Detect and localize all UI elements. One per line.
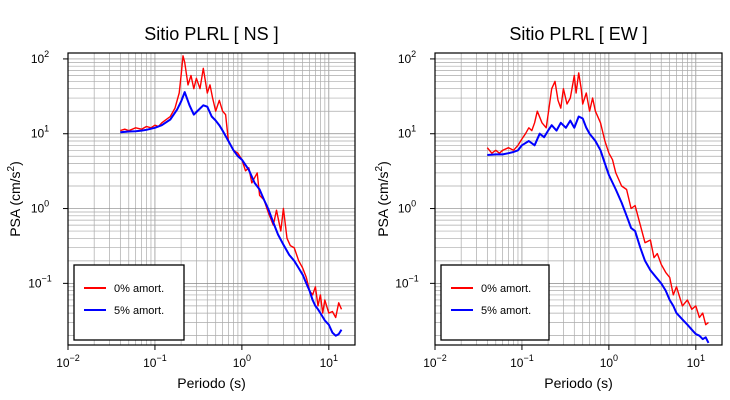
x-tick-label: 10−1 [510,353,534,370]
x-tick-label: 10−2 [56,353,80,370]
series-line-damped [120,91,343,337]
legend-box [440,264,550,341]
chart-title: Sitio PLRL [ EW ] [509,24,647,44]
legend-box [73,264,185,341]
legend: 0% amort. 5% amort. [440,264,550,341]
x-tick-label: 10−1 [143,353,167,370]
plot-frame [434,52,723,346]
x-axis-label: Periodo (s) [544,375,612,391]
x-tick-label: 100 [600,353,618,370]
legend: 0% amort. 5% amort. [73,264,185,341]
chart-panel-2: Sitio PLRL [ EW ] 10−2 10−1 100 101 10−1 100 10… [374,24,723,391]
x-tick-label: 101 [320,353,338,370]
y-tick-label: 100 [398,199,416,216]
series-line-undamped [486,72,709,326]
x-axis-label: Periodo (s) [177,375,245,391]
x-tick-label: 101 [687,353,705,370]
legend-label: 5% amort. [114,305,164,317]
y-tick-label: 102 [31,49,49,66]
y-tick-label: 101 [31,124,49,141]
x-tick-label: 10−2 [423,353,447,370]
grid [68,53,355,345]
grid [435,53,722,345]
plot-frame [67,52,356,346]
y-tick-label: 10−1 [28,273,52,290]
y-tick-label: 100 [31,199,49,216]
legend-label: 5% amort. [481,305,531,317]
y-tick-label: 102 [398,49,416,66]
legend-label: 0% amort. [114,283,164,295]
y-tick-label: 10−1 [395,273,419,290]
y-axis-label: PSA (cm/s2) [374,161,391,237]
series-line-damped [487,115,710,344]
y-tick-label: 101 [398,124,416,141]
chart-title: Sitio PLRL [ NS ] [144,24,278,44]
y-axis-label: PSA (cm/s2) [6,161,23,237]
legend-label: 0% amort. [481,283,531,295]
chart-panel-1: Sitio PLRL [ NS ] 10−2 10−1 100 101 10−1 100 10… [6,24,356,391]
x-tick-label: 100 [233,353,251,370]
